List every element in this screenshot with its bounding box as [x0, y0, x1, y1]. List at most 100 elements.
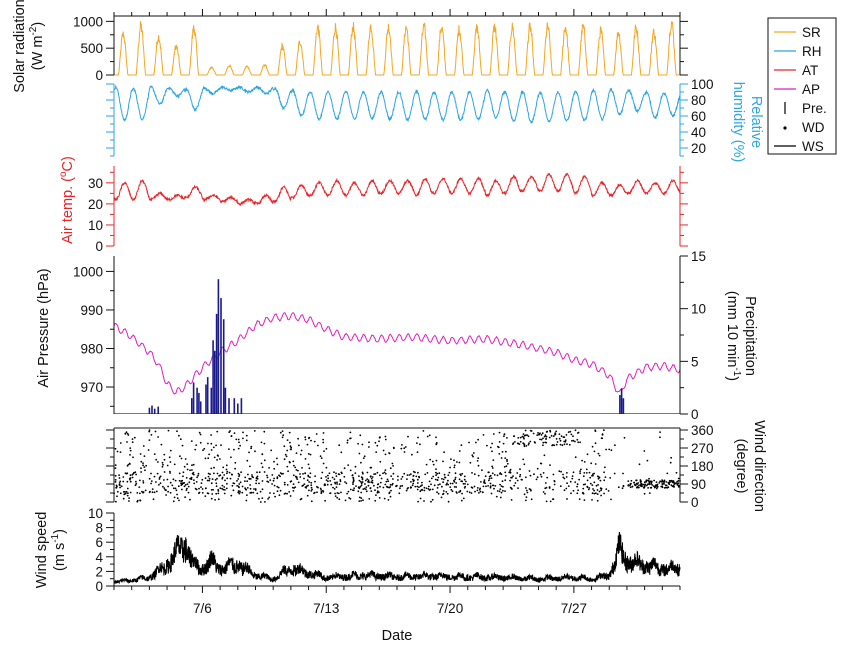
- wind-direction-point: [210, 442, 213, 445]
- wind-direction-point: [207, 442, 209, 445]
- x-tick-label: 7/27: [561, 601, 587, 616]
- wind-direction-point: [516, 472, 519, 474]
- wind-direction-point: [126, 472, 129, 475]
- wind-direction-point: [362, 457, 365, 459]
- wind-direction-point: [564, 440, 567, 443]
- wind-direction-point: [431, 488, 434, 491]
- wind-direction-point: [186, 463, 189, 465]
- wind-direction-point: [210, 489, 213, 491]
- wind-direction-point: [530, 489, 532, 492]
- wind-direction-point: [129, 478, 131, 481]
- wind-direction-point: [660, 485, 663, 488]
- wind-direction-point: [189, 469, 191, 472]
- wind-direction-point: [148, 477, 151, 480]
- wind-direction-point: [232, 482, 235, 484]
- wind-direction-point: [317, 444, 319, 447]
- wind-direction-point: [479, 487, 481, 490]
- wind-direction-point: [676, 480, 679, 483]
- wind-direction-point: [491, 442, 493, 445]
- wind-direction-point: [283, 481, 286, 484]
- wind-direction-point: [375, 494, 377, 496]
- axis-label-part: (mm 10 min: [724, 291, 740, 368]
- wind-direction-point: [675, 471, 678, 474]
- wind-direction-point: [449, 466, 451, 469]
- wind-direction-point: [148, 430, 151, 433]
- wind-direction-point: [292, 490, 295, 492]
- wind-direction-point: [273, 477, 275, 480]
- solar-tick-label: 500: [80, 41, 103, 56]
- wind-direction-point: [336, 483, 338, 485]
- x-tick-label: 7/20: [437, 601, 463, 616]
- wind-direction-point: [677, 477, 680, 480]
- wind-direction-point: [491, 450, 493, 453]
- wind-direction-point: [383, 471, 386, 474]
- axis-label-part: ): [52, 529, 68, 534]
- precipitation-bar: [619, 395, 621, 414]
- wind-direction-point: [594, 442, 597, 445]
- wind-direction-point: [456, 461, 458, 463]
- wind-direction-point: [289, 445, 292, 448]
- wind-direction-point: [665, 484, 668, 487]
- wind-direction-point: [427, 488, 430, 490]
- wind-direction-point: [492, 459, 495, 461]
- wind-direction-point: [237, 478, 240, 480]
- wind-direction-point: [124, 492, 127, 495]
- wind-direction-point: [234, 461, 237, 464]
- wind-direction-point: [168, 456, 171, 459]
- wind-direction-point: [142, 464, 145, 467]
- wind-direction-point: [416, 482, 419, 484]
- wind-direction-point: [416, 485, 419, 488]
- wind-direction-point: [295, 476, 298, 479]
- wind-direction-point: [210, 482, 213, 485]
- wind-direction-point: [158, 476, 161, 479]
- wind-direction-point: [470, 492, 473, 494]
- wind-direction-point: [204, 457, 207, 460]
- wind-direction-point: [306, 479, 309, 482]
- wind-direction-point: [223, 486, 226, 488]
- wind-direction-point: [143, 466, 146, 468]
- wind-direction-point: [576, 438, 579, 441]
- wind-direction-point: [201, 488, 204, 490]
- wind-direction-point: [239, 481, 242, 484]
- wind-direction-point: [498, 441, 501, 443]
- wind-direction-point: [330, 483, 333, 486]
- wind-direction-point: [246, 480, 249, 483]
- wind-direction-point: [376, 491, 379, 494]
- wind-direction-point: [348, 497, 350, 499]
- legend-label: AT: [802, 63, 818, 78]
- wind-direction-point: [210, 449, 213, 451]
- wind-direction-point: [591, 499, 593, 501]
- wind-direction-point: [435, 459, 438, 462]
- wind-direction-point: [418, 475, 420, 478]
- wind-direction-point: [471, 454, 474, 456]
- wind-direction-point: [585, 468, 588, 471]
- wind-direction-point: [140, 471, 143, 473]
- wind-direction-point: [217, 498, 220, 501]
- wind-direction-point: [230, 456, 232, 459]
- wind-direction-point: [213, 466, 215, 469]
- wind-direction-point: [119, 451, 122, 453]
- wind-direction-point: [326, 483, 329, 486]
- wd-tick-label: 360: [691, 423, 714, 438]
- wind-direction-point: [349, 469, 352, 472]
- wind-direction-point: [184, 458, 187, 460]
- wind-direction-point: [171, 484, 174, 487]
- wind-direction-point: [128, 497, 131, 499]
- wind-direction-point: [431, 498, 434, 501]
- wind-direction-point: [161, 465, 164, 468]
- wind-direction-point: [287, 470, 289, 473]
- wind-direction-point: [120, 485, 123, 488]
- wind-direction-point: [488, 477, 491, 480]
- wind-direction-point: [267, 481, 270, 483]
- wind-direction-point: [499, 483, 501, 486]
- wind-direction-point: [183, 465, 186, 468]
- wind-direction-point: [180, 484, 183, 486]
- wind-direction-point: [322, 462, 325, 465]
- wind-direction-point: [646, 479, 649, 482]
- wind-direction-point: [434, 478, 437, 481]
- wind-direction-point: [248, 451, 250, 454]
- wind-direction-point: [367, 484, 370, 487]
- precipitation-bar: [217, 279, 220, 414]
- wind-direction-point: [562, 436, 565, 438]
- axis-label-part: -1: [731, 367, 742, 376]
